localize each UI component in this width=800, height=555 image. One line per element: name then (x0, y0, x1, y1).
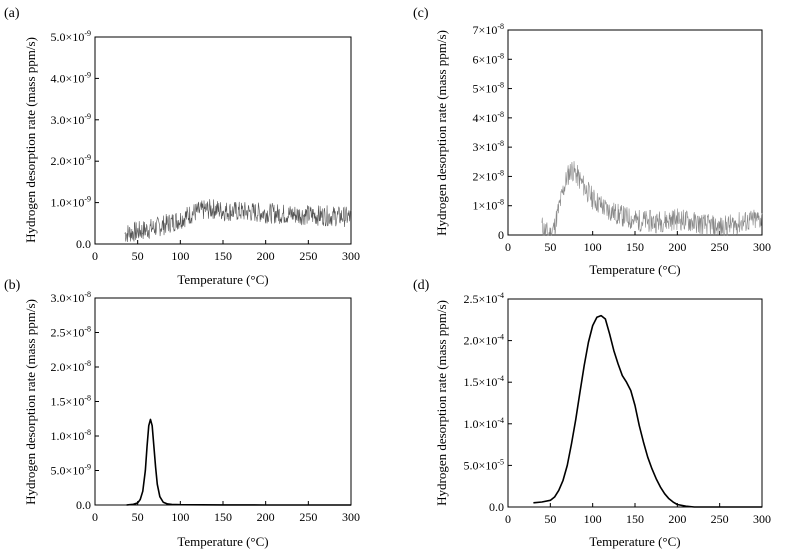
panel-b-x-axis-label: Temperature (°C) (177, 534, 268, 549)
panel-b-x-tick-label: 250 (299, 510, 317, 524)
panel-c-series-line (541, 161, 763, 237)
panel-b-x-tick-label: 150 (214, 510, 232, 524)
panel-d-label: (d) (413, 278, 430, 293)
panel-d-y-tick-label: 2.5×10-4 (464, 291, 504, 306)
panel-a-x-ticks: 0 50 100 150 200 250 300 (92, 240, 360, 263)
panel-b: (b) 0 50 100 150 200 250 300 0.0 5.0×10-9 1.0×10… (4, 278, 360, 549)
panel-c-x-ticks: 0 50 100 150 200 250 300 (505, 231, 771, 254)
panel-a-y-ticks: 0.0 1.0×10-9 2.0×10-9 3.0×10-9 4.0×10-9 5.0×1… (51, 29, 99, 251)
panel-c-y-tick-label: 2×10-8 (473, 168, 504, 183)
panel-d-x-axis-label: Temperature (°C) (589, 534, 680, 549)
panel-a-x-tick-label: 0 (92, 249, 98, 263)
panel-d-x-ticks: 0 50 100 150 200 250 300 (505, 503, 771, 526)
panel-a-x-tick-label: 50 (132, 249, 144, 263)
panel-a-x-tick-label: 200 (257, 249, 275, 263)
panel-c-label: (c) (413, 6, 429, 21)
panel-d-y-tick-label: 5.0×10-5 (464, 457, 504, 472)
panel-b-x-tick-label: 300 (342, 510, 360, 524)
panel-b-x-tick-label: 50 (132, 510, 144, 524)
panel-a-label: (a) (4, 6, 20, 21)
panel-d-y-axis-label: Hydrogen desorption rate (mass ppm/s) (434, 300, 449, 506)
panel-d-x-tick-label: 50 (544, 512, 556, 526)
panel-c-y-tick-label: 6×10-8 (473, 51, 504, 66)
panel-d-series-line (533, 314, 762, 508)
panel-d-x-tick-label: 300 (753, 512, 771, 526)
panel-a-x-tick-label: 300 (342, 249, 360, 263)
panel-c-x-tick-label: 200 (668, 240, 686, 254)
panel-d-x-tick-label: 200 (668, 512, 686, 526)
panel-a-y-tick-label: 2.0×10-9 (51, 153, 91, 168)
panel-a-y-tick-label: 1.0×10-9 (51, 195, 91, 210)
panel-c-x-tick-label: 0 (505, 240, 511, 254)
panel-b-y-tick-label: 3.0×10-8 (51, 290, 91, 305)
panel-c-y-tick-label: 3×10-8 (473, 139, 504, 154)
panel-d-x-tick-label: 0 (505, 512, 511, 526)
panel-a-y-tick-label: 4.0×10-9 (51, 70, 91, 85)
panel-c-x-tick-label: 50 (544, 240, 556, 254)
panel-b-x-ticks: 0 50 100 150 200 250 300 (92, 501, 360, 524)
panel-c-y-tick-label: 5×10-8 (473, 81, 504, 96)
panel-b-x-tick-label: 0 (92, 510, 98, 524)
panel-a-y-tick-label: 3.0×10-9 (51, 112, 91, 127)
panel-a-y-axis-label: Hydrogen desorption rate (mass ppm/s) (23, 37, 38, 243)
panel-b-y-ticks: 0.0 5.0×10-9 1.0×10-8 1.5×10-8 2.0×10-8 2.5×1… (51, 290, 99, 512)
panel-a-x-tick-label: 100 (171, 249, 189, 263)
panel-a-x-tick-label: 250 (299, 249, 317, 263)
panel-d-y-tick-label: 1.5×10-4 (464, 374, 504, 389)
panel-c-x-axis-label: Temperature (°C) (589, 262, 680, 277)
panel-a-series-line (124, 199, 352, 242)
panel-b-y-tick-label: 1.5×10-8 (51, 394, 91, 409)
panel-b-series-line (126, 418, 351, 506)
panel-c-frame (507, 29, 763, 236)
panel-b-x-tick-label: 100 (171, 510, 189, 524)
panel-d-y-ticks: 0.0 5.0×10-5 1.0×10-4 1.5×10-4 2.0×10-4 2.5×1… (464, 291, 512, 514)
panel-a: (a) 0 50 100 150 200 250 300 0.0 1.0×10-9 2.0×10… (4, 6, 360, 287)
panel-a-y-tick-label: 0.0 (76, 237, 91, 251)
panel-b-y-tick-label: 2.0×10-8 (51, 359, 91, 374)
panel-b-y-axis-label: Hydrogen desorption rate (mass ppm/s) (23, 299, 38, 505)
panel-d-x-tick-label: 150 (626, 512, 644, 526)
panel-c-y-tick-label: 7×10-8 (473, 22, 504, 37)
panel-d-x-tick-label: 100 (584, 512, 602, 526)
panel-c-y-axis-label: Hydrogen desorption rate (mass ppm/s) (434, 30, 449, 236)
panel-c-x-tick-label: 250 (711, 240, 729, 254)
panel-a-y-tick-label: 5.0×10-9 (51, 29, 91, 44)
panel-d-y-tick-label: 1.0×10-4 (464, 416, 504, 431)
panel-c-x-tick-label: 150 (626, 240, 644, 254)
panel-b-y-tick-label: 0.0 (76, 498, 91, 512)
panel-c-x-tick-label: 300 (753, 240, 771, 254)
panel-c-y-ticks: 0 1×10-8 2×10-8 3×10-8 4×10-8 5×10-8 6×10-8 7×1… (473, 22, 512, 242)
panel-b-frame (94, 297, 352, 506)
panel-d-y-tick-label: 2.0×10-4 (464, 333, 504, 348)
panel-b-x-tick-label: 200 (257, 510, 275, 524)
panel-b-y-tick-label: 1.0×10-8 (51, 428, 91, 443)
panel-d: (d) 0 50 100 150 200 250 300 0.0 5.0×10-5 1.0×10… (413, 278, 771, 549)
panel-a-x-tick-label: 150 (214, 249, 232, 263)
panel-c: (c) 0 50 100 150 200 250 300 0 1×10-8 2×10-8 3×10… (413, 6, 771, 277)
panel-b-y-tick-label: 5.0×10-9 (51, 463, 91, 478)
panel-c-y-tick-label: 0 (498, 228, 504, 242)
panel-c-y-tick-label: 1×10-8 (473, 198, 504, 213)
panel-b-label: (b) (4, 278, 21, 293)
panel-c-x-tick-label: 100 (584, 240, 602, 254)
panel-d-x-tick-label: 250 (711, 512, 729, 526)
panel-a-x-axis-label: Temperature (°C) (177, 272, 268, 287)
panel-b-y-tick-label: 2.5×10-8 (51, 325, 91, 340)
panel-c-y-tick-label: 4×10-8 (473, 110, 504, 125)
panel-d-y-tick-label: 0.0 (489, 500, 504, 514)
